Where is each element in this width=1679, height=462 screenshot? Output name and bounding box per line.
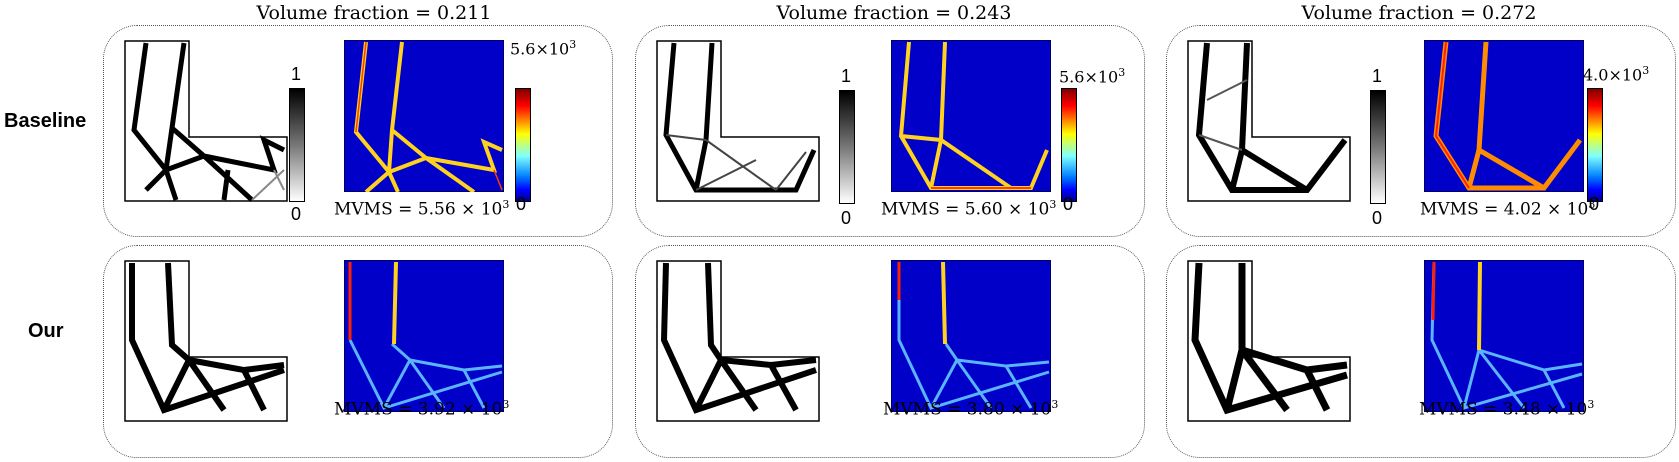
stress-map bbox=[344, 260, 504, 412]
mvms-label: MVMS = 3.48 × 103 bbox=[1419, 398, 1595, 420]
stress-map bbox=[891, 260, 1051, 412]
mvms-label: MVMS = 5.60 × 103 bbox=[881, 198, 1057, 220]
stress-colorbar bbox=[1061, 88, 1077, 202]
stress-min-label: 0 bbox=[1589, 194, 1600, 214]
mvms-label: MVMS = 3.92 × 103 bbox=[334, 398, 510, 420]
panel-our-3: MVMS = 3.48 × 103 bbox=[1166, 245, 1676, 458]
density-max-label: 1 bbox=[841, 66, 852, 86]
topology-image bbox=[1187, 40, 1351, 202]
stress-map bbox=[1424, 40, 1584, 192]
stress-max-label: 5.6×103 bbox=[1059, 66, 1126, 87]
stress-map bbox=[891, 40, 1051, 192]
panel-baseline-2: 1 0 5.6×103 0 MVMS = 5.60 × 103 bbox=[635, 25, 1145, 237]
density-max-label: 1 bbox=[291, 64, 302, 84]
density-min-label: 0 bbox=[841, 208, 852, 228]
column-title-2: Volume fraction = 0.243 bbox=[776, 2, 1012, 24]
panel-baseline-1: 1 0 5.6×103 0 MVMS = 5.56 × 103 bbox=[103, 25, 613, 237]
mvms-label: MVMS = 3.80 × 103 bbox=[883, 398, 1059, 420]
panel-baseline-3: 1 0 4.0×103 0 MVMS = 4.02 × 103 bbox=[1166, 25, 1676, 237]
stress-max-label: 5.6×103 bbox=[510, 38, 577, 59]
stress-max-label: 4.0×103 bbox=[1583, 64, 1650, 85]
stress-colorbar bbox=[515, 88, 531, 202]
column-title-3: Volume fraction = 0.272 bbox=[1301, 2, 1537, 24]
density-colorbar bbox=[1370, 90, 1386, 204]
panel-our-1: MVMS = 3.92 × 103 bbox=[103, 245, 613, 458]
density-min-label: 0 bbox=[1372, 208, 1383, 228]
column-title-1: Volume fraction = 0.211 bbox=[256, 2, 492, 24]
stress-colorbar bbox=[1587, 88, 1603, 202]
density-colorbar bbox=[289, 88, 305, 202]
row-label-baseline: Baseline bbox=[4, 110, 87, 132]
mvms-label: MVMS = 5.56 × 103 bbox=[334, 198, 510, 220]
density-max-label: 1 bbox=[1372, 66, 1383, 86]
stress-map bbox=[344, 40, 504, 192]
mvms-label: MVMS = 4.02 × 103 bbox=[1420, 198, 1596, 220]
topology-image bbox=[656, 260, 820, 422]
topology-image bbox=[1187, 260, 1351, 422]
density-colorbar bbox=[839, 90, 855, 204]
topology-image bbox=[124, 40, 288, 202]
stress-map bbox=[1424, 260, 1584, 412]
topology-image bbox=[124, 260, 288, 422]
row-label-our: Our bbox=[28, 320, 64, 342]
panel-our-2: MVMS = 3.80 × 103 bbox=[635, 245, 1145, 458]
stress-min-label: 0 bbox=[516, 194, 527, 214]
density-min-label: 0 bbox=[291, 204, 302, 224]
topology-image bbox=[656, 40, 820, 202]
stress-min-label: 0 bbox=[1063, 194, 1074, 214]
